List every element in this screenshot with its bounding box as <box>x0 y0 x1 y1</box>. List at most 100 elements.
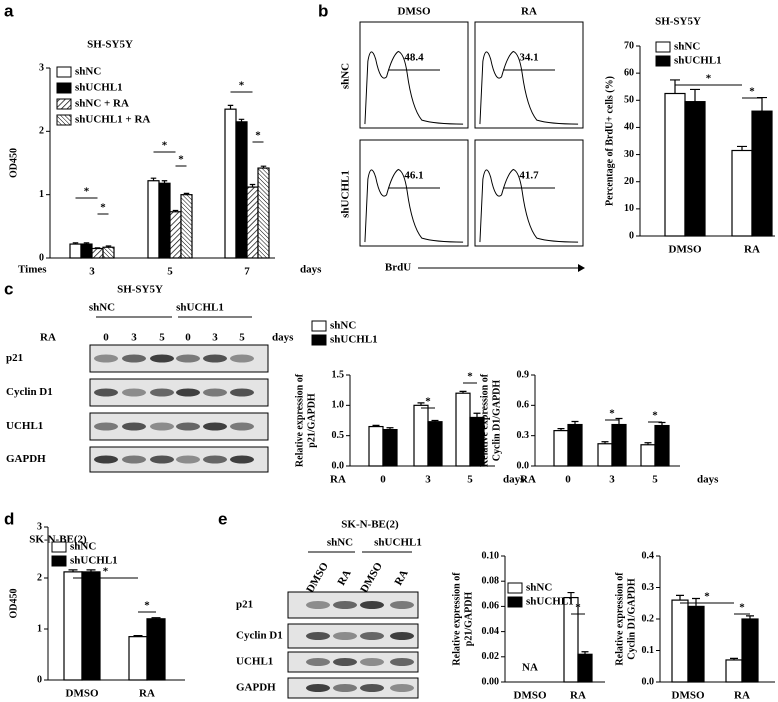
y-tick-label: 0.4 <box>642 550 655 561</box>
chart-title: SH-SY5Y <box>655 16 701 28</box>
y-tick-label: 0.02 <box>482 651 500 662</box>
legend-swatch <box>311 320 327 332</box>
y-axis-label: Relative expression of <box>479 373 490 467</box>
band-label: Cyclin D1 <box>236 630 283 642</box>
blot-title: SK-N-BE(2) <box>341 519 399 531</box>
chart-title: SK-N-BE(2) <box>29 534 87 546</box>
gate-value: 46.1 <box>404 170 423 182</box>
error-bar <box>676 594 684 601</box>
band <box>306 632 330 640</box>
legend-label: shNC <box>330 320 356 332</box>
error-bar <box>567 591 575 598</box>
gate-value: 48.4 <box>404 52 424 64</box>
lane-label: 3 <box>212 332 218 344</box>
error-bar <box>601 441 609 444</box>
band <box>122 388 146 397</box>
bar <box>567 423 583 467</box>
chart-title: SH-SY5Y <box>87 39 133 51</box>
significance-mark: * <box>144 600 150 612</box>
y-tick-label: 0.3 <box>517 430 530 441</box>
band-label: p21 <box>236 599 253 611</box>
legend-swatch <box>56 82 72 94</box>
error-bar <box>68 569 78 572</box>
legend-label: shUCHL1 <box>75 82 123 94</box>
group-label: shNC <box>327 537 353 549</box>
bar <box>169 211 182 259</box>
bar <box>577 653 593 683</box>
axis-label: BrdU <box>385 262 411 274</box>
error-bar <box>260 165 267 169</box>
bar <box>69 243 82 259</box>
x-tick-label: 5 <box>467 474 473 486</box>
y-tick-label: 2 <box>37 572 42 583</box>
legend-swatch <box>311 334 327 346</box>
band <box>230 422 254 431</box>
band-label: p21 <box>6 352 23 364</box>
band-label: Cyclin D1 <box>6 386 53 398</box>
band <box>390 601 414 609</box>
y-axis-label: Percentage of BrdU+ cells (%) <box>604 76 615 206</box>
bar <box>671 599 689 683</box>
lane-label: 0 <box>103 332 109 344</box>
legend-label: shNC <box>70 541 96 553</box>
band <box>230 455 254 464</box>
error-bar <box>431 419 439 422</box>
error-bar <box>658 421 666 426</box>
legend-swatch <box>56 98 72 110</box>
error-bar <box>615 417 623 425</box>
band <box>360 632 384 640</box>
bar <box>63 571 83 681</box>
error-bar <box>150 177 157 181</box>
y-axis-label: p21/GAPDH <box>463 592 474 647</box>
error-bar <box>372 424 380 427</box>
y-tick-label: 0.0 <box>332 460 345 471</box>
histogram-frame <box>474 21 584 129</box>
y-tick-label: 0.04 <box>482 626 500 637</box>
significance-mark: * <box>749 86 755 98</box>
band-label: GAPDH <box>6 453 46 465</box>
y-tick-label: 0 <box>629 230 634 241</box>
y-tick-label: 0.5 <box>332 430 345 441</box>
band <box>122 455 146 464</box>
error-bar <box>746 615 754 619</box>
x-tick-label: 0 <box>380 474 386 486</box>
band <box>306 658 330 666</box>
error-bar <box>386 427 394 430</box>
bar <box>235 121 248 259</box>
band <box>150 388 174 397</box>
bar <box>147 180 160 259</box>
band <box>150 455 174 464</box>
y-tick-label: 0.06 <box>482 601 500 612</box>
row-label: shUCHL1 <box>340 170 352 218</box>
significance-mark: * <box>84 186 90 198</box>
y-axis-label: OD450 <box>8 589 19 619</box>
error-bar <box>459 390 467 394</box>
significance-mark: * <box>652 410 658 422</box>
significance-mark: * <box>425 396 431 408</box>
error-bar <box>757 96 767 112</box>
band <box>122 354 146 363</box>
band-label: UCHL1 <box>6 420 43 432</box>
lane-label: RA <box>392 568 410 588</box>
band <box>306 601 330 609</box>
bar <box>146 618 166 681</box>
lane-label: DMSO <box>304 560 331 595</box>
y-axis-label: Relative expression of <box>294 373 305 467</box>
bar <box>687 605 705 683</box>
legend-label: shUCHL1 <box>330 334 378 346</box>
blot-title: SH-SY5Y <box>117 284 163 296</box>
error-bar <box>249 183 256 188</box>
y-axis-label: OD450 <box>8 148 19 178</box>
legend-label: shNC + RA <box>75 98 129 110</box>
band <box>230 388 254 397</box>
x-axis-label: days <box>300 264 322 276</box>
y-axis-label: Relative expression of <box>614 572 625 666</box>
x-tick-label: DMSO <box>672 690 705 702</box>
legend-swatch <box>51 541 67 553</box>
y-tick-label: 0.10 <box>482 550 500 561</box>
y-tick-label: 0.3 <box>642 582 655 593</box>
error-bar <box>105 245 112 248</box>
lane-label: DMSO <box>358 560 385 595</box>
error-bar <box>581 651 589 655</box>
